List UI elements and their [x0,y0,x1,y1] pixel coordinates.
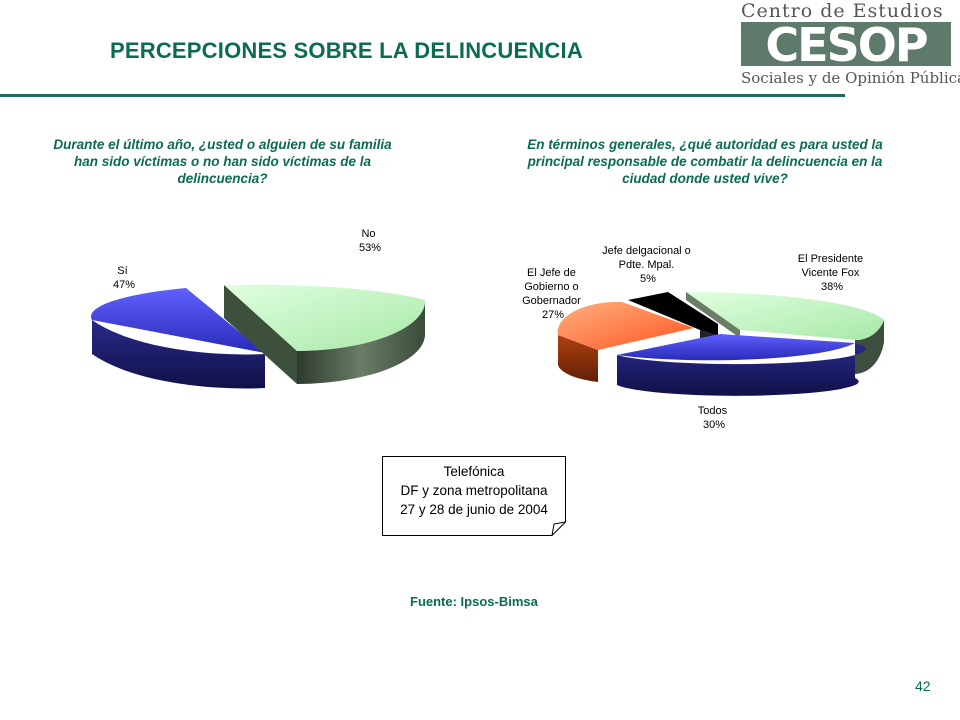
left-pie [90,284,426,389]
page-number: 42 [915,678,931,694]
note-line-2: DF y zona metropolitana [400,483,548,498]
cesop-logo: Centro de Estudios CESOP Sociales y de O… [735,0,960,95]
title-rule [0,94,845,97]
note-frame [382,456,566,536]
right-pie-slice-jefe-side [558,335,598,382]
survey-note: Telefónica DF y zona metropolitana 27 y … [382,456,566,536]
left-chart-question: Durante el último año, ¿usted o alguien … [53,137,392,186]
note-line-1: Telefónica [443,464,505,479]
right-pie-slice-jefe [557,301,694,350]
right-pie-slice-todos-side [617,343,866,396]
logo-mark: CESOP [741,22,951,66]
right-pie-slice-delg [628,292,718,336]
right-pie-slice-fox [686,291,884,341]
right-pie [557,291,884,396]
right-chart-question: En términos generales, ¿qué autoridad es… [527,137,883,186]
note-text: Telefónica DF y zona metropolitana 27 y … [382,462,566,519]
left-pie-slice-no-side [297,300,426,384]
right-label-fox: El Presidente Vicente Fox 38% [798,253,867,293]
right-label-todos: Todos 30% [698,405,730,431]
page-title: PERCEPCIONES SOBRE LA DELINCUENCIA [110,38,583,63]
right-pie-slice-fox-edge [686,292,740,338]
right-pie-slice-todos [617,334,855,361]
logo-mark-text: CESOP [765,22,926,66]
logo-top-text: Centro de Estudios [741,0,944,22]
left-label-no: No 53% [359,228,381,254]
left-pie-slice-no-edge [224,285,297,384]
right-pie-slice-fox-side [855,320,884,374]
left-label-si: Sí 47% [113,265,135,291]
source-text: Fuente: Ipsos-Bimsa [410,594,538,609]
logo-bottom-text: Sociales y de Opinión Pública [741,69,960,87]
left-pie-slice-si [90,288,265,353]
right-label-jefe: El Jefe de Gobierno o Gobernador 27% [522,267,584,321]
note-line-3: 27 y 28 de junio de 2004 [400,502,548,517]
left-pie-slice-si-side [92,320,265,389]
left-pie-slice-no [224,284,426,351]
right-label-delg: Jefe delgacional o Pdte. Mpal. 5% [602,245,694,285]
